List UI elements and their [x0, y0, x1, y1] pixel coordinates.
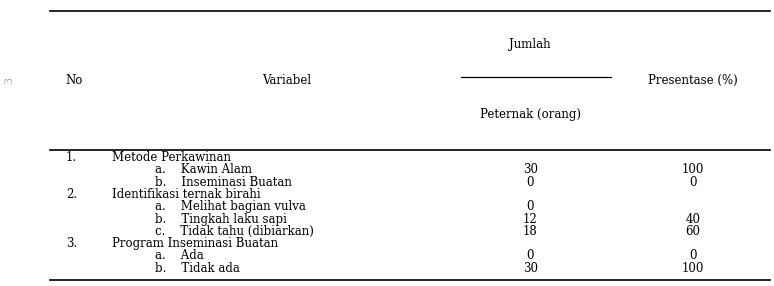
Text: No: No	[66, 74, 83, 87]
Text: 60: 60	[685, 225, 700, 238]
Text: Identifikasi ternak birahi: Identifikasi ternak birahi	[112, 188, 261, 201]
Text: 0: 0	[526, 249, 534, 263]
Text: 100: 100	[682, 262, 704, 275]
Text: 3: 3	[5, 77, 14, 84]
Text: a.    Kawin Alam: a. Kawin Alam	[155, 163, 252, 176]
Text: 0: 0	[689, 176, 697, 189]
Text: 30: 30	[522, 163, 538, 176]
Text: Peternak (orang): Peternak (orang)	[480, 108, 580, 121]
Text: Program Inseminasi Buatan: Program Inseminasi Buatan	[112, 237, 279, 250]
Text: Metode Perkawinan: Metode Perkawinan	[112, 151, 231, 164]
Text: 18: 18	[522, 225, 538, 238]
Text: b.    Inseminasi Buatan: b. Inseminasi Buatan	[155, 176, 292, 189]
Text: c.    Tidak tahu (dibiarkan): c. Tidak tahu (dibiarkan)	[155, 225, 313, 238]
Text: Jumlah: Jumlah	[509, 38, 551, 51]
Text: a.    Melihat bagian vulva: a. Melihat bagian vulva	[155, 200, 306, 213]
Text: Variabel: Variabel	[262, 74, 311, 87]
Text: b.    Tingkah laku sapi: b. Tingkah laku sapi	[155, 212, 286, 226]
Text: 12: 12	[522, 212, 538, 226]
Text: b.    Tidak ada: b. Tidak ada	[155, 262, 240, 275]
Text: 100: 100	[682, 163, 704, 176]
Text: 3.: 3.	[66, 237, 77, 250]
Text: 40: 40	[685, 212, 700, 226]
Text: 0: 0	[526, 200, 534, 213]
Text: a.    Ada: a. Ada	[155, 249, 204, 263]
Text: Presentase (%): Presentase (%)	[648, 74, 738, 87]
Text: 2.: 2.	[66, 188, 77, 201]
Text: 0: 0	[526, 176, 534, 189]
Text: 0: 0	[689, 249, 697, 263]
Text: 30: 30	[522, 262, 538, 275]
Text: 1.: 1.	[66, 151, 77, 164]
